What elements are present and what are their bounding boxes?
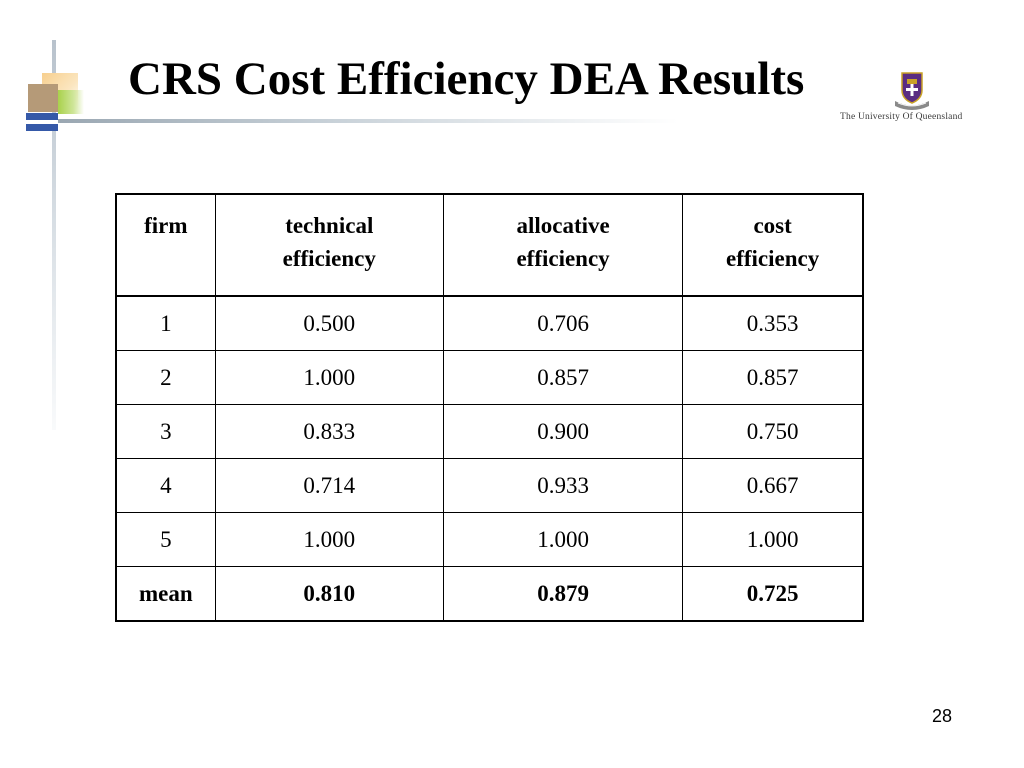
col-header-allocative-efficiency: allocative efficiency <box>442 193 684 297</box>
col-header-technical-efficiency: technical efficiency <box>214 193 444 297</box>
cell-mean-technical: 0.810 <box>214 566 444 622</box>
cell-firm: 4 <box>115 458 216 513</box>
cell-firm: 3 <box>115 404 216 459</box>
table-row: 2 1.000 0.857 0.857 <box>115 350 864 405</box>
decor-square-green <box>58 90 84 114</box>
university-crest-icon <box>895 72 929 110</box>
table-row: 5 1.000 1.000 1.000 <box>115 512 864 567</box>
slide-title: CRS Cost Efficiency DEA Results <box>128 53 805 105</box>
vertical-rule <box>52 40 56 430</box>
table-mean-row: mean 0.810 0.879 0.725 <box>115 566 864 622</box>
efficiency-results-table: firm technical efficiency allocative eff… <box>115 193 864 622</box>
cell-technical: 0.714 <box>214 458 444 513</box>
cell-firm: 1 <box>115 295 216 351</box>
page-number: 28 <box>932 706 953 726</box>
table-row: 1 0.500 0.706 0.353 <box>115 295 864 351</box>
table-header-row: firm technical efficiency allocative eff… <box>115 193 864 297</box>
cell-technical: 0.500 <box>214 295 444 351</box>
decor-square-tan <box>28 84 58 112</box>
cell-cost: 0.857 <box>682 350 864 405</box>
cell-allocative: 0.857 <box>442 350 684 405</box>
cell-cost: 0.667 <box>682 458 864 513</box>
cell-allocative: 0.706 <box>442 295 684 351</box>
cell-cost: 1.000 <box>682 512 864 567</box>
cell-allocative: 0.933 <box>442 458 684 513</box>
col-header-firm: firm <box>115 193 216 297</box>
cell-mean-label: mean <box>115 566 216 622</box>
cell-mean-cost: 0.725 <box>682 566 864 622</box>
cell-cost: 0.750 <box>682 404 864 459</box>
cell-mean-allocative: 0.879 <box>442 566 684 622</box>
table-row: 4 0.714 0.933 0.667 <box>115 458 864 513</box>
cell-firm: 5 <box>115 512 216 567</box>
table-row: 3 0.833 0.900 0.750 <box>115 404 864 459</box>
cell-technical: 1.000 <box>214 350 444 405</box>
col-header-cost-efficiency: cost efficiency <box>682 193 864 297</box>
cell-cost: 0.353 <box>682 295 864 351</box>
cell-technical: 0.833 <box>214 404 444 459</box>
cell-allocative: 1.000 <box>442 512 684 567</box>
decor-square-blue-stripe <box>26 120 58 124</box>
cell-technical: 1.000 <box>214 512 444 567</box>
cell-allocative: 0.900 <box>442 404 684 459</box>
title-underline <box>58 119 678 123</box>
university-name: The University Of Queensland <box>840 112 963 122</box>
cell-firm: 2 <box>115 350 216 405</box>
